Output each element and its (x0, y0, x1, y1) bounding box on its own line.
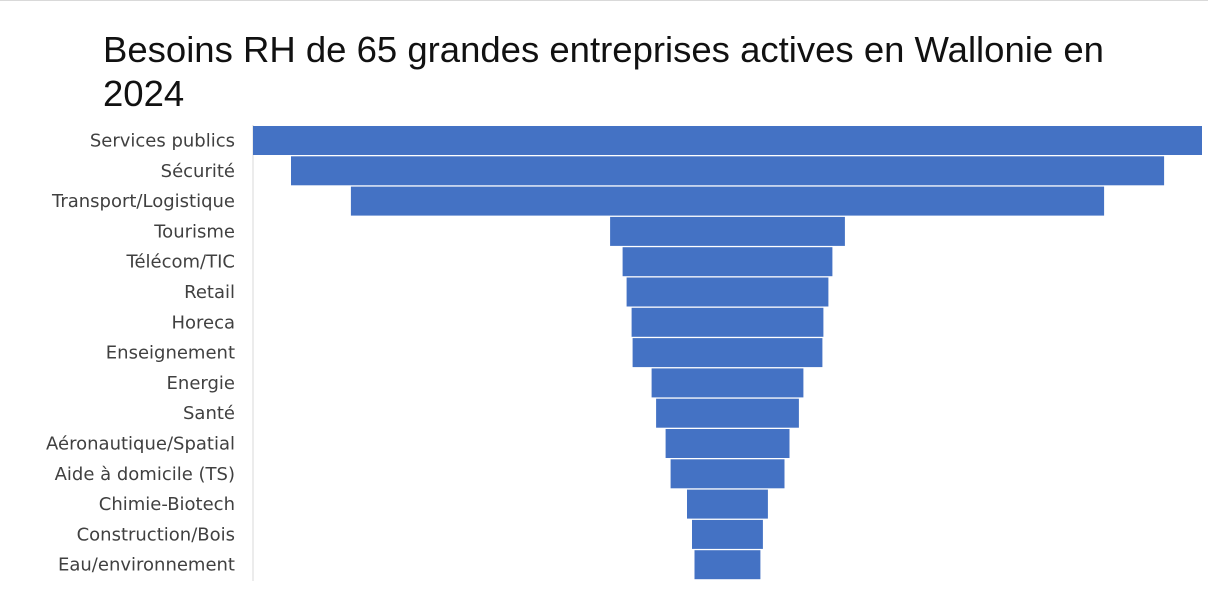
category-label: Services publics (90, 131, 235, 152)
category-label: Retail (184, 282, 235, 303)
bar (692, 519, 763, 549)
category-label: Enseignement (106, 343, 235, 364)
bar (665, 429, 790, 458)
bar (651, 368, 804, 398)
category-label: Chimie-Biotech (99, 494, 235, 515)
category-label: Energie (167, 373, 235, 394)
category-labels: Services publics Sécurité Transport/Logist… (46, 131, 235, 576)
bar (656, 398, 799, 428)
bar (622, 247, 833, 277)
category-label: Aide à domicile (TS) (55, 464, 235, 485)
category-label: Eau/environnement (58, 555, 235, 576)
category-label: Aéronautique/Spatial (46, 434, 235, 455)
bar (291, 156, 1165, 186)
category-label: Construction/Bois (77, 524, 235, 545)
bar (694, 550, 761, 580)
bar (626, 277, 829, 307)
category-label: Horeca (171, 312, 235, 333)
bar-group (253, 126, 1202, 580)
bar (687, 489, 768, 519)
bar (253, 126, 1202, 155)
bar (632, 338, 823, 368)
bar (670, 459, 785, 489)
bar (610, 216, 845, 246)
category-label: Sécurité (161, 161, 235, 182)
category-label: Santé (183, 403, 235, 424)
category-label: Transport/Logistique (51, 191, 235, 212)
bar (631, 307, 824, 337)
chart-title: Besoins RH de 65 grandes entreprises act… (103, 29, 1104, 114)
category-label: Télécom/TIC (126, 252, 235, 273)
bar (350, 186, 1105, 216)
category-label: Tourisme (153, 221, 235, 242)
